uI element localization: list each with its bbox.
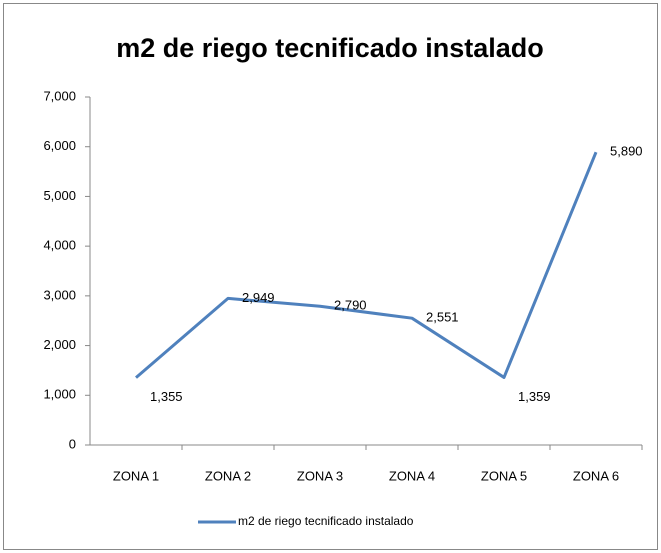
data-line [135, 151, 598, 379]
data-label: 2,949 [242, 290, 275, 305]
data-label: 2,790 [334, 298, 367, 313]
y-tick-label: 0 [69, 436, 76, 451]
x-tick-label: ZONA 1 [113, 468, 159, 483]
data-label: 1,359 [518, 389, 551, 404]
data-label: 2,551 [426, 310, 459, 325]
y-tick-label: 7,000 [43, 88, 76, 103]
y-tick-label: 2,000 [43, 337, 76, 352]
x-tick-label: ZONA 2 [205, 468, 251, 483]
y-tick-label: 5,000 [43, 188, 76, 203]
y-tick-label: 1,000 [43, 387, 76, 402]
data-label: 5,890 [610, 144, 643, 159]
x-tick-label: ZONA 6 [573, 468, 619, 483]
x-tick-label: ZONA 5 [481, 468, 527, 483]
y-tick-label: 6,000 [43, 138, 76, 153]
data-label: 1,355 [150, 389, 183, 404]
chart-border [3, 3, 658, 550]
legend-label: m2 de riego tecnificado instalado [238, 514, 414, 528]
y-tick-label: 3,000 [43, 287, 76, 302]
x-tick-label: ZONA 4 [389, 468, 435, 483]
chart-title: m2 de riego tecnificado instalado [116, 33, 544, 63]
y-tick-label: 4,000 [43, 238, 76, 253]
x-tick-label: ZONA 3 [297, 468, 343, 483]
